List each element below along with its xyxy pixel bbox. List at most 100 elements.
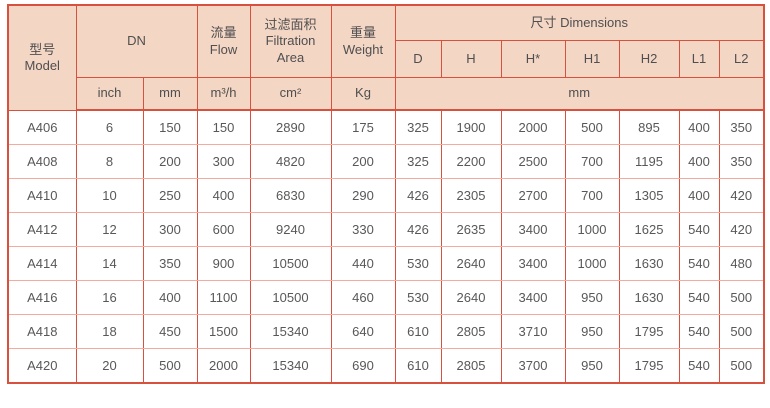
cell-dim-l1: 540 [678,246,720,281]
header-model-zh: 型号 [29,41,56,57]
cell-flow: 400 [196,178,251,213]
cell-dim-d: 325 [394,144,442,179]
header-model: 型号 Model [7,4,77,111]
cell-weight: 330 [330,212,396,247]
header-flow-en: Flow [209,41,238,57]
header-row-units: inch mm m³/h cm² Kg mm [8,77,765,111]
header-dim-l1: L1 [678,40,720,78]
cell-model: A408 [7,144,77,179]
table-header: 型号 Model DN 流量 Flow 过滤面积 Filtration Area… [7,4,765,111]
cell-dim-l2: 350 [718,144,765,179]
cell-dim-hstar: 2700 [500,178,566,213]
cell-dim-l1: 400 [678,109,720,145]
cell-dim-l2: 500 [718,348,765,384]
cell-dim-d: 426 [394,212,442,247]
cell-dn-mm: 450 [142,314,198,349]
cell-dim-l2: 420 [718,178,765,213]
cell-dim-l2: 500 [718,314,765,349]
cell-model: A418 [7,314,77,349]
header-weight-zh: 重量 [349,25,376,41]
cell-dim-h2: 1795 [618,348,680,384]
cell-dim-h2: 1195 [618,144,680,179]
header-weight-en: Weight [342,41,384,57]
header-filtration-en-2: Area [276,49,305,65]
cell-dim-h1: 1000 [564,246,620,281]
unit-flow: m³/h [196,77,251,111]
cell-model: A414 [7,246,77,281]
cell-dn-mm: 150 [142,109,198,145]
cell-dn-inch: 16 [75,280,144,315]
cell-dim-h: 2635 [440,212,502,247]
cell-model: A406 [7,109,77,145]
cell-filtration-area: 2890 [249,109,332,145]
cell-filtration-area: 10500 [249,246,332,281]
unit-area: cm² [249,77,332,111]
cell-flow: 150 [196,109,251,145]
cell-dim-h: 2640 [440,246,502,281]
cell-dim-h2: 1625 [618,212,680,247]
cell-dim-h1: 950 [564,280,620,315]
cell-dim-l1: 400 [678,178,720,213]
cell-dn-inch: 20 [75,348,144,384]
header-row-dim-columns: D H H* H1 H2 L1 L2 [8,40,765,78]
header-dim-d: D [394,40,442,78]
cell-filtration-area: 6830 [249,178,332,213]
header-weight: 重量 Weight [330,4,396,78]
cell-weight: 175 [330,109,396,145]
table-row: A420 20 500 2000 15340 690 610 2805 3700 950 1795 5… [7,348,765,384]
cell-dn-mm: 500 [142,348,198,384]
cell-dim-l1: 540 [678,348,720,384]
cell-filtration-area: 4820 [249,144,332,179]
unit-mm: mm [142,77,198,111]
cell-dim-h1: 950 [564,314,620,349]
table-row: A414 14 350 900 10500 440 530 2640 3400 1000 1630 5… [7,246,765,281]
unit-weight: Kg [330,77,396,111]
cell-weight: 460 [330,280,396,315]
header-filtration-en-1: Filtration [265,33,316,49]
unit-inch: inch [75,77,144,111]
cell-model: A410 [7,178,77,213]
unit-dimensions: mm [394,77,765,111]
cell-dim-l1: 540 [678,280,720,315]
cell-dim-h: 2805 [440,314,502,349]
table-row: A416 16 400 1100 10500 460 530 2640 3400 950 1630 5… [7,280,765,315]
cell-model: A416 [7,280,77,315]
cell-dn-inch: 18 [75,314,144,349]
cell-filtration-area: 9240 [249,212,332,247]
header-dim-h: H [440,40,502,78]
cell-dim-h1: 500 [564,109,620,145]
cell-dim-h1: 950 [564,348,620,384]
cell-filtration-area: 15340 [249,314,332,349]
cell-dim-d: 610 [394,314,442,349]
cell-dim-h: 1900 [440,109,502,145]
cell-dim-l2: 480 [718,246,765,281]
cell-dim-h1: 700 [564,178,620,213]
cell-dn-mm: 300 [142,212,198,247]
cell-flow: 1100 [196,280,251,315]
cell-flow: 300 [196,144,251,179]
cell-flow: 900 [196,246,251,281]
header-filtration-zh: 过滤面积 [264,17,317,33]
cell-dim-l2: 350 [718,109,765,145]
header-flow: 流量 Flow [196,4,251,78]
table-row: A408 8 200 300 4820 200 325 2200 2500 700 1195 400 3… [7,144,765,179]
header-flow-zh: 流量 [210,25,237,41]
cell-dim-h: 2805 [440,348,502,384]
cell-dim-d: 325 [394,109,442,145]
cell-dim-h2: 1630 [618,280,680,315]
cell-dim-hstar: 3400 [500,280,566,315]
cell-dn-mm: 350 [142,246,198,281]
cell-weight: 640 [330,314,396,349]
cell-dim-h: 2305 [440,178,502,213]
cell-dn-mm: 250 [142,178,198,213]
cell-weight: 200 [330,144,396,179]
cell-dim-h1: 1000 [564,212,620,247]
cell-dim-l2: 500 [718,280,765,315]
cell-dim-d: 610 [394,348,442,384]
cell-dn-inch: 10 [75,178,144,213]
table-body: A406 6 150 150 2890 175 325 1900 2000 500 895 400 35… [7,109,765,384]
cell-filtration-area: 10500 [249,280,332,315]
cell-model: A412 [7,212,77,247]
table-row: A412 12 300 600 9240 330 426 2635 3400 1000 1625 54… [7,212,765,247]
cell-dim-h2: 1795 [618,314,680,349]
